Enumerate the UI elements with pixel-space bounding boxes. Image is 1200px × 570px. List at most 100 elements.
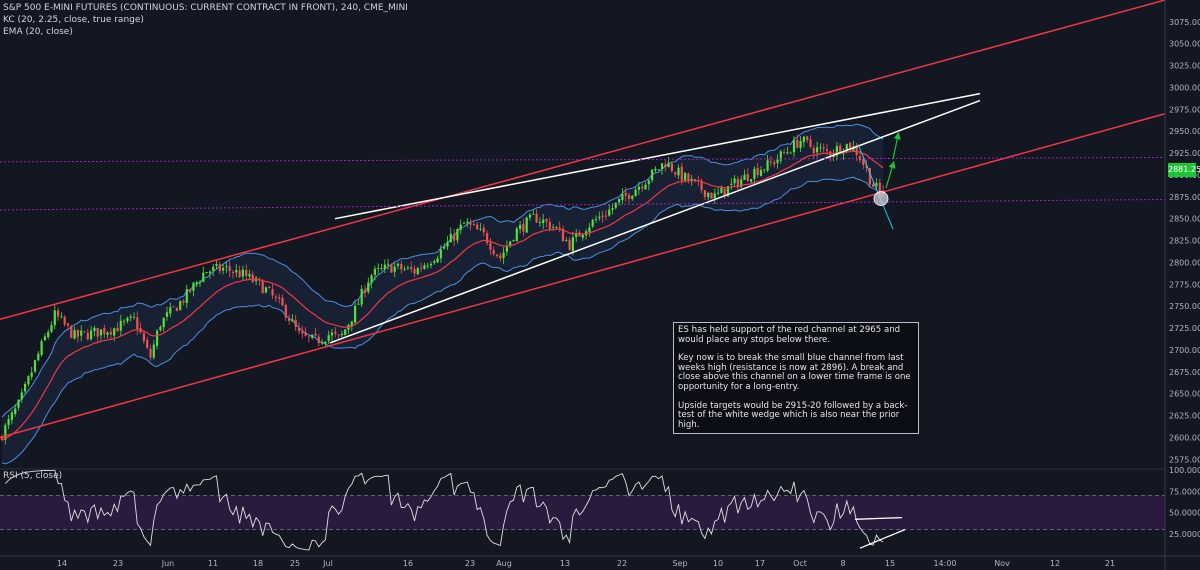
candle <box>10 410 13 425</box>
candle <box>159 325 162 332</box>
candle <box>462 221 466 225</box>
candle <box>146 336 149 350</box>
candle <box>123 319 126 326</box>
candle-body <box>443 247 446 249</box>
time-tick-label: 15 <box>885 559 895 568</box>
candle <box>344 329 347 336</box>
candle-body <box>149 348 152 358</box>
candle-body <box>621 193 624 201</box>
candle <box>446 236 449 251</box>
candle <box>664 159 667 172</box>
candle <box>713 188 716 204</box>
candle <box>248 269 251 280</box>
candle-body <box>238 270 241 278</box>
candle <box>20 388 23 403</box>
candle <box>429 261 433 269</box>
candle <box>651 168 654 183</box>
candle-body <box>330 332 334 336</box>
candle <box>519 221 522 234</box>
ema-line <box>1 150 884 441</box>
candle <box>14 404 17 417</box>
candle-body <box>433 261 436 263</box>
candle-body <box>337 334 340 336</box>
candle-body <box>76 330 79 337</box>
candle-body <box>710 192 713 199</box>
candle-body <box>363 289 367 293</box>
candle <box>73 326 76 340</box>
candle-body <box>792 140 796 153</box>
candle-body <box>654 168 657 171</box>
candle <box>106 331 109 339</box>
candle <box>509 241 512 248</box>
candle-body <box>410 267 413 270</box>
time-tick-label: 12 <box>1050 559 1060 568</box>
candle <box>505 240 508 256</box>
candle <box>373 265 376 281</box>
candle-body <box>796 139 799 148</box>
candle-body <box>314 333 317 336</box>
candle-body <box>505 246 508 252</box>
price-tick-label: 2875.00 <box>1169 193 1200 202</box>
candle <box>30 366 33 381</box>
candle-body <box>555 227 558 228</box>
candle-body <box>456 229 459 241</box>
candle <box>542 213 545 230</box>
candle-body <box>119 320 122 331</box>
time-tick-label: Sep <box>672 559 687 568</box>
candle <box>57 307 60 321</box>
time-tick-label: 25 <box>290 559 300 568</box>
candle-body <box>235 269 238 273</box>
time-tick-label: 13 <box>560 559 570 568</box>
candle <box>152 339 155 360</box>
candle <box>165 306 169 321</box>
candle-body <box>618 198 621 203</box>
candle-body <box>420 267 423 269</box>
candle-body <box>601 215 604 217</box>
candle-body <box>489 242 492 250</box>
candle-body <box>825 149 829 152</box>
candle <box>812 145 815 159</box>
rsi-tick-label: 100.0000 <box>1169 466 1200 475</box>
candle <box>489 237 492 255</box>
candle <box>796 134 799 149</box>
price-tick-label: 2950.00 <box>1169 127 1200 136</box>
candle-body <box>604 215 607 217</box>
candle <box>370 273 373 289</box>
candle <box>175 307 178 312</box>
candle <box>822 143 825 153</box>
candle <box>436 255 439 264</box>
candle <box>410 261 413 273</box>
candle-body <box>403 269 406 270</box>
candle-body <box>357 303 360 305</box>
candle <box>486 230 489 246</box>
candle-body <box>822 147 825 149</box>
candle <box>231 269 235 279</box>
candle-body <box>717 192 720 194</box>
candle-body <box>47 331 50 338</box>
rsi-tick-label: 25.0000 <box>1169 530 1200 539</box>
kc-band-fill <box>2 124 884 464</box>
rsi-tick-label: 50.0000 <box>1169 509 1200 518</box>
candle-body <box>109 331 112 335</box>
candle <box>66 322 70 331</box>
candle <box>304 327 307 337</box>
candle <box>86 329 89 341</box>
candle <box>733 175 736 187</box>
candle-body <box>70 325 73 338</box>
candle <box>156 328 159 350</box>
candle <box>294 315 297 331</box>
candle-body <box>268 286 271 288</box>
candle <box>307 335 310 343</box>
time-tick-label: Jun <box>161 559 175 568</box>
candle-body <box>278 297 281 299</box>
candle-body <box>571 237 574 252</box>
candle <box>522 218 525 237</box>
candle-body <box>96 327 99 337</box>
candle <box>466 217 469 228</box>
ema-indicator-label: EMA (20, close) <box>3 27 73 37</box>
candle-body <box>674 172 677 175</box>
candle <box>743 169 746 180</box>
candle-body <box>60 316 63 318</box>
rsi-tick-label: 75.0000 <box>1169 487 1200 496</box>
